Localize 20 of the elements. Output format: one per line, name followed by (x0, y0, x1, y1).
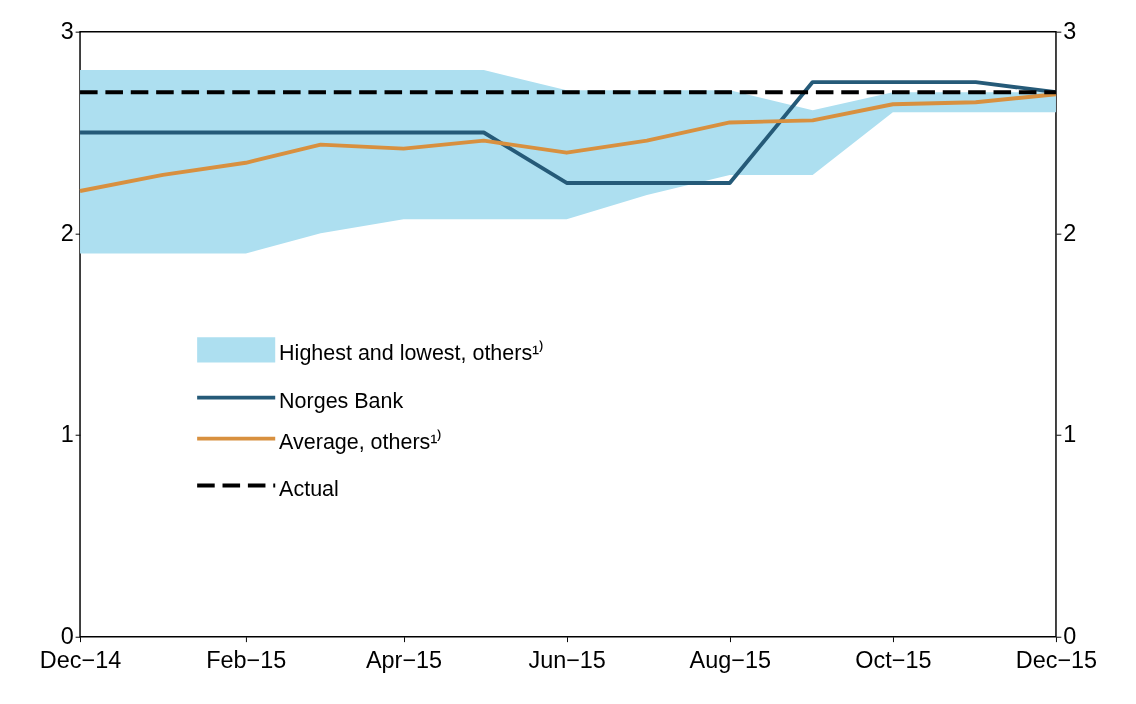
x-tick-label: Apr−15 (365, 647, 443, 674)
y-tick-label: 2 (60, 219, 74, 246)
y2-tick-label: 1 (1063, 421, 1077, 448)
legend-label: Average, others¹⁾ (279, 429, 443, 455)
y-tick-label: 1 (60, 421, 74, 448)
x-tick-label: Dec−14 (39, 647, 122, 674)
legend-label: Norges Bank (279, 389, 404, 414)
y2-tick-label: 2 (1063, 219, 1077, 246)
y-tick-label: 0 (60, 623, 74, 650)
legend-label: Actual (279, 477, 339, 502)
x-tick-label: Jun−15 (528, 647, 606, 674)
y2-tick-label: 3 (1063, 17, 1077, 44)
line-series (78, 92, 1058, 193)
y2-tick-label: 0 (1063, 623, 1077, 650)
x-tick-label: Aug−15 (689, 647, 771, 674)
legend-label: Highest and lowest, others¹⁾ (279, 339, 545, 365)
x-tick-label: Dec−15 (1015, 647, 1098, 674)
y-tick-label: 3 (60, 17, 74, 44)
x-tick-label: Feb−15 (206, 647, 287, 674)
x-tick-label: Oct−15 (855, 647, 932, 674)
